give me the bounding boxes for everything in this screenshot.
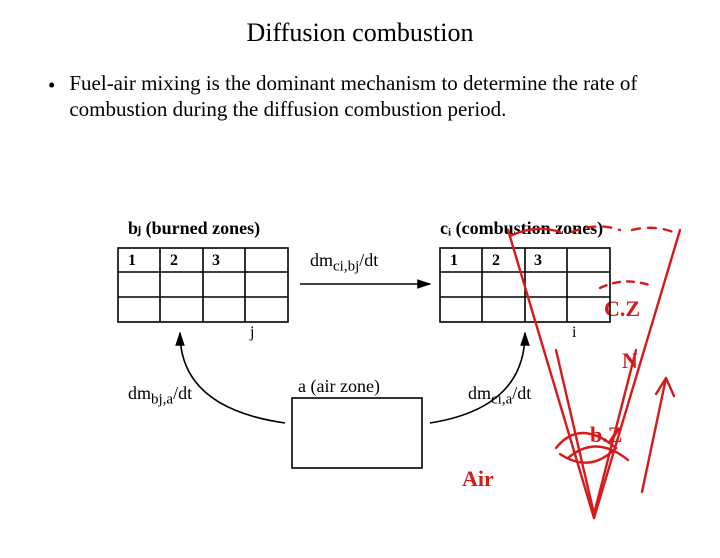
label-dmbj-a: dmbj,a/dt bbox=[128, 383, 192, 409]
arrow-air-to-ci bbox=[430, 333, 525, 423]
table-burned-zones bbox=[118, 248, 288, 322]
annot-cz: C.Z bbox=[604, 296, 640, 322]
cell-right-2: 2 bbox=[492, 252, 500, 270]
label-dmci-bj: dmci,bj/dt bbox=[310, 250, 378, 276]
annotation-cone bbox=[508, 226, 680, 518]
page-title: Diffusion combustion bbox=[0, 18, 720, 48]
annot-bz: b.Z bbox=[590, 422, 622, 448]
bullet-text: Fuel-air mixing is the dominant mechanis… bbox=[69, 70, 672, 123]
label-dmci-a: dmci,a/dt bbox=[468, 383, 531, 409]
cell-left-3: 3 bbox=[212, 252, 220, 270]
cell-left-1: 1 bbox=[128, 252, 136, 270]
arrow-air-to-bj bbox=[180, 333, 285, 423]
cell-right-3: 3 bbox=[534, 252, 542, 270]
label-bj: bⱼ (burned zones) bbox=[128, 218, 260, 239]
bullet-item: • Fuel-air mixing is the dominant mechan… bbox=[48, 70, 672, 123]
label-ci: cᵢ (combustion zones) bbox=[440, 218, 603, 239]
bullet-marker: • bbox=[48, 72, 55, 98]
table-combustion-zones bbox=[440, 248, 610, 322]
label-j: j bbox=[250, 324, 254, 342]
label-i: i bbox=[572, 324, 576, 342]
air-zone-box bbox=[292, 398, 422, 468]
annot-air: Air bbox=[462, 466, 494, 492]
label-air-zone: a (air zone) bbox=[298, 376, 380, 397]
cell-right-1: 1 bbox=[450, 252, 458, 270]
annot-n: N bbox=[622, 348, 638, 374]
cell-left-2: 2 bbox=[170, 252, 178, 270]
